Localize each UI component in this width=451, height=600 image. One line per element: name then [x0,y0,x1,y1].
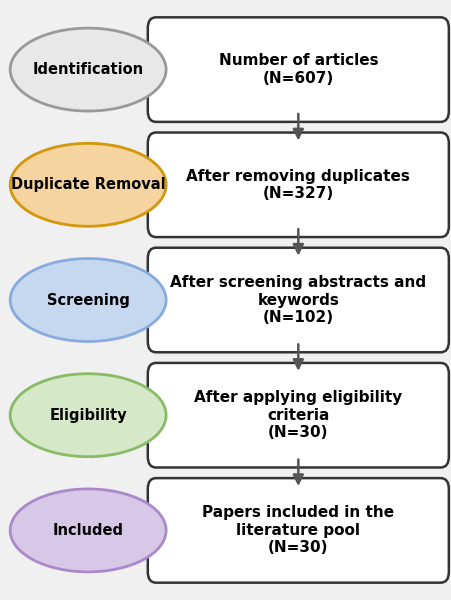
Text: Eligibility: Eligibility [49,408,127,423]
Ellipse shape [10,259,166,341]
Ellipse shape [10,374,166,457]
Ellipse shape [10,28,166,111]
Text: Identification: Identification [32,62,143,77]
Text: After screening abstracts and
keywords
(N=102): After screening abstracts and keywords (… [170,275,425,325]
Text: After removing duplicates
(N=327): After removing duplicates (N=327) [186,169,410,201]
FancyBboxPatch shape [147,133,448,237]
FancyBboxPatch shape [147,17,448,122]
FancyBboxPatch shape [147,478,448,583]
Text: Included: Included [52,523,124,538]
Text: Number of articles
(N=607): Number of articles (N=607) [218,53,377,86]
Text: Papers included in the
literature pool
(N=30): Papers included in the literature pool (… [202,505,394,556]
FancyBboxPatch shape [147,363,448,467]
Ellipse shape [10,143,166,226]
FancyBboxPatch shape [147,248,448,352]
Text: Duplicate Removal: Duplicate Removal [11,177,165,192]
Text: After applying eligibility
criteria
(N=30): After applying eligibility criteria (N=3… [194,391,401,440]
Ellipse shape [10,489,166,572]
Text: Screening: Screening [46,292,129,307]
